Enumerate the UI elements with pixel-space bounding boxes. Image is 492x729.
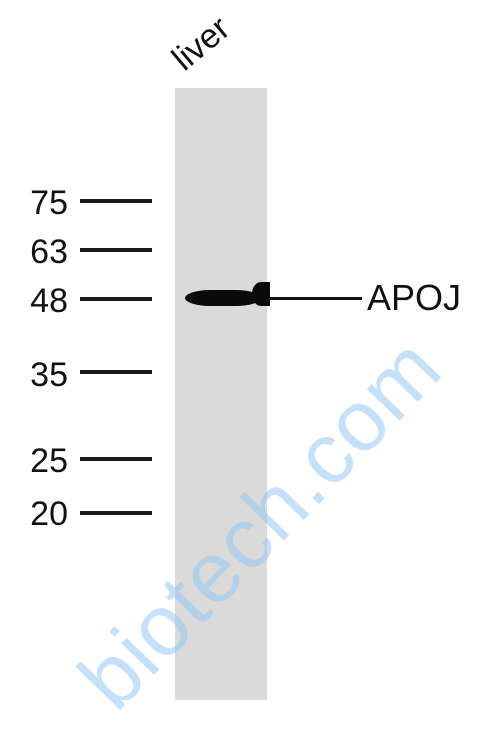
marker-label-63: 63 xyxy=(30,233,68,271)
protein-pointer-line xyxy=(268,297,362,300)
marker-label-25: 25 xyxy=(30,442,68,480)
marker-line-75 xyxy=(80,199,152,203)
marker-line-48 xyxy=(80,297,152,301)
marker-label-35: 35 xyxy=(30,356,68,394)
lane-label: liver xyxy=(164,9,238,79)
western-blot-figure: liver 75 63 48 35 25 20 APOJ biotech.com xyxy=(30,9,462,727)
marker-line-20 xyxy=(80,511,152,515)
protein-band-edge xyxy=(252,282,270,306)
marker-line-25 xyxy=(80,457,152,461)
gel-lane xyxy=(175,88,267,700)
marker-line-63 xyxy=(80,248,152,252)
marker-label-75: 75 xyxy=(30,184,68,222)
marker-label-20: 20 xyxy=(30,495,68,533)
protein-band xyxy=(185,290,261,306)
protein-label: APOJ xyxy=(367,277,462,318)
marker-label-48: 48 xyxy=(30,282,68,320)
marker-line-35 xyxy=(80,370,152,374)
